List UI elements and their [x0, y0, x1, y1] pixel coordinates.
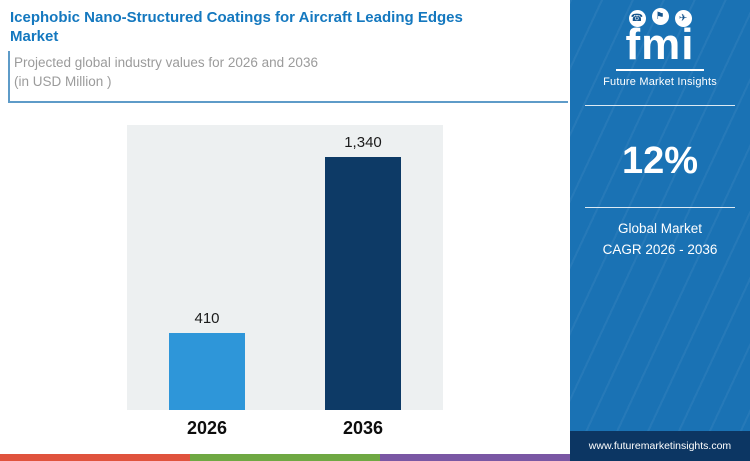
logo-caption: Future Market Insights: [603, 76, 717, 88]
sidebar-divider-bottom: [585, 207, 735, 208]
page-title: Icephobic Nano-Structured Coatings for A…: [10, 9, 463, 46]
bar-value-label-2036: 1,340: [344, 133, 382, 151]
stripe-segment-purple: [380, 454, 570, 461]
bar-chart: 410 1,340 2026 2036: [0, 124, 570, 439]
stripe-segment-green: [190, 454, 380, 461]
bottom-color-stripe: [0, 454, 570, 461]
bar-2026: [169, 332, 245, 410]
sidebar-divider-top: [585, 105, 735, 106]
bar-group-2026: 410: [169, 125, 245, 410]
fmi-logo: ☎ ⚑ ✈ fmi Future Market Insights: [603, 8, 717, 88]
website-bar[interactable]: www.futuremarketinsights.com: [570, 431, 750, 461]
phone-icon: ☎: [628, 10, 646, 27]
cagr-label-line-1: Global Market: [617, 221, 703, 236]
chart-subtitle: Projected global industry values for 202…: [8, 51, 568, 103]
x-axis-labels: 2026 2036: [127, 410, 443, 439]
cagr-value: 12%: [621, 140, 699, 182]
bar-group-2036: 1,340: [325, 125, 401, 410]
stripe-segment-orange: [0, 454, 190, 461]
flag-person-icon: ⚑: [651, 8, 669, 25]
logo-text: fmi: [625, 20, 695, 69]
bar-2036: [325, 156, 401, 410]
subtitle-line-1: Projected global industry values for 202…: [14, 55, 318, 71]
x-axis-label-2026: 2026: [186, 417, 228, 438]
header: Icephobic Nano-Structured Coatings for A…: [0, 0, 570, 103]
airplane-icon: ✈: [674, 10, 692, 27]
bar-value-label-2026: 410: [194, 309, 220, 327]
website-link[interactable]: www.futuremarketinsights.com: [588, 440, 732, 452]
logo-icons: ☎ ⚑ ✈: [603, 8, 717, 27]
chart-plot-area: 410 1,340: [127, 124, 443, 410]
main-chart-area: Icephobic Nano-Structured Coatings for A…: [0, 0, 570, 461]
brand-sidebar: ☎ ⚑ ✈ fmi Future Market Insights 12% Glo…: [570, 0, 750, 461]
logo-underline: [616, 69, 704, 71]
cagr-label: Global Market CAGR 2026 - 2036: [603, 219, 718, 261]
cagr-label-line-2: CAGR 2026 - 2036: [602, 241, 718, 257]
subtitle-line-2: (in USD Million ): [14, 73, 112, 89]
x-axis-label-2036: 2036: [342, 417, 384, 438]
